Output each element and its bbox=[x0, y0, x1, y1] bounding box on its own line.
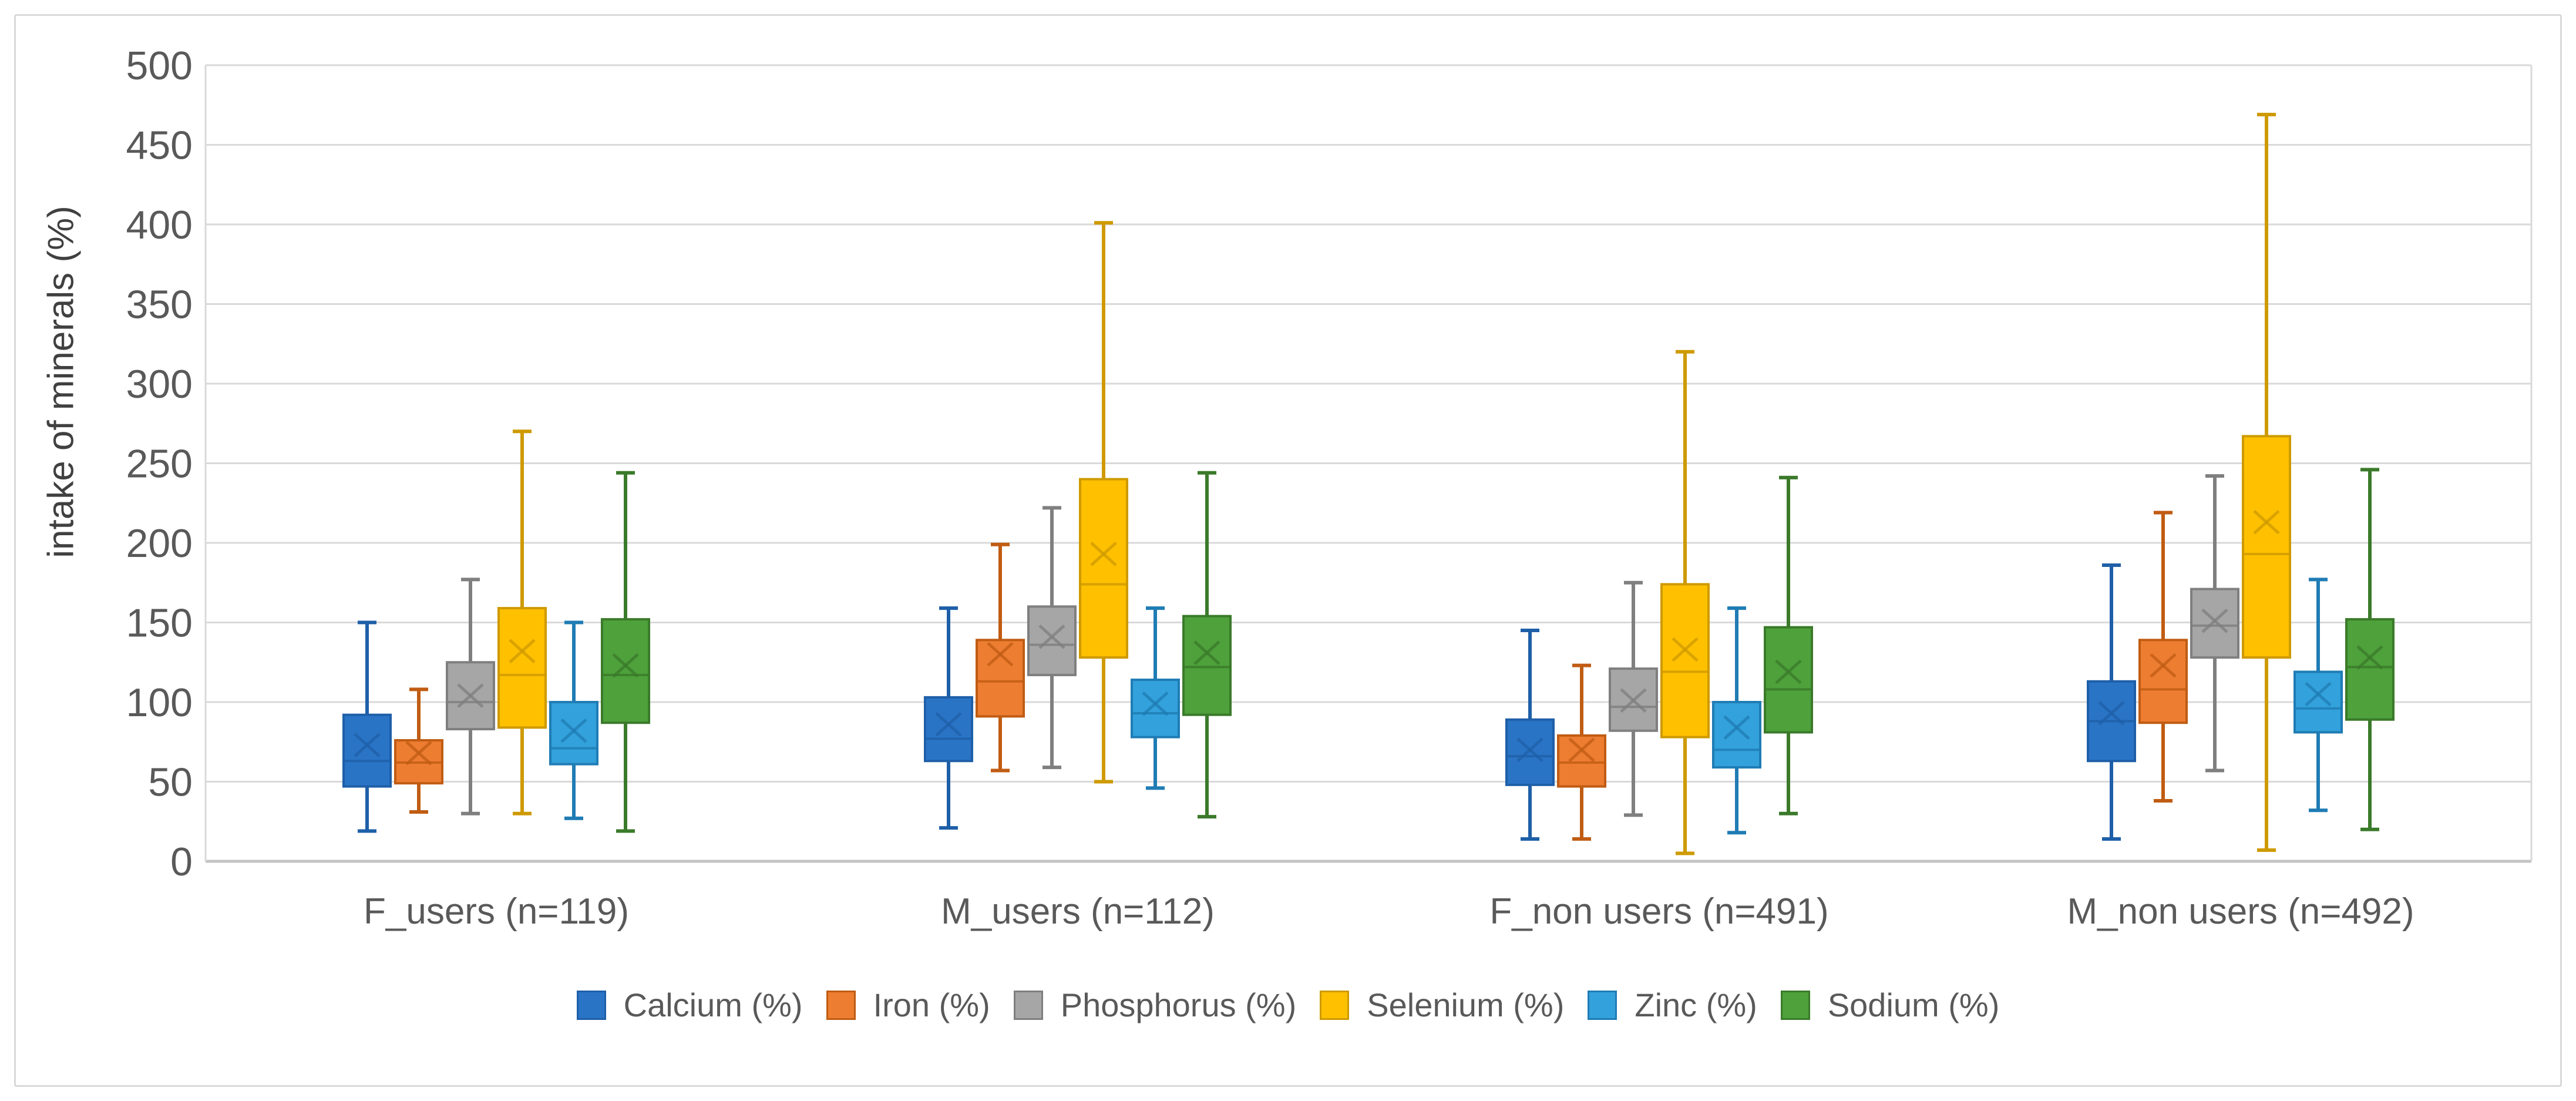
x-category-label: F_users (n=119) bbox=[364, 891, 629, 932]
box-calcium-3 bbox=[1505, 718, 1555, 786]
legend-item-iron: Iron (%) bbox=[826, 986, 990, 1024]
legend-label: Calcium (%) bbox=[623, 986, 803, 1023]
x-category-label: F_non users (n=491) bbox=[1489, 891, 1828, 932]
box-phosphorus-3-mean-marker bbox=[1620, 688, 1647, 713]
box-zinc-3-mean-marker bbox=[1723, 715, 1750, 740]
box-zinc-2 bbox=[1131, 679, 1180, 739]
legend-label: Phosphorus (%) bbox=[1060, 986, 1297, 1023]
box-sodium-1-mean-marker bbox=[612, 653, 639, 678]
box-sodium-1 bbox=[601, 618, 650, 724]
box-phosphorus-2 bbox=[1027, 605, 1077, 676]
legend-label: Selenium (%) bbox=[1367, 986, 1565, 1023]
y-tick-label: 300 bbox=[126, 362, 193, 407]
box-selenium-1 bbox=[497, 607, 547, 729]
legend-item-zinc: Zinc (%) bbox=[1588, 986, 1757, 1024]
box-phosphorus-4 bbox=[2190, 588, 2239, 659]
box-selenium-3 bbox=[1660, 583, 1710, 739]
box-phosphorus-4-mean-marker bbox=[2201, 608, 2228, 633]
y-tick-label: 0 bbox=[170, 840, 193, 884]
figure-border bbox=[14, 14, 2562, 1087]
legend-swatch-icon bbox=[1588, 990, 1617, 1020]
box-calcium-1 bbox=[342, 713, 392, 788]
box-zinc-1-mean-marker bbox=[560, 718, 587, 743]
box-phosphorus-2-mean-marker bbox=[1038, 625, 1065, 649]
box-iron-1-mean-marker bbox=[405, 740, 432, 766]
legend-item-calcium: Calcium (%) bbox=[576, 986, 803, 1024]
y-tick-label: 400 bbox=[126, 203, 193, 247]
y-axis-title: intake of minerals (%) bbox=[41, 206, 82, 558]
x-category-label: M_users (n=112) bbox=[941, 891, 1215, 932]
legend-label: Zinc (%) bbox=[1635, 986, 1757, 1023]
legend-item-sodium: Sodium (%) bbox=[1780, 986, 2000, 1024]
box-calcium-3-mean-marker bbox=[1516, 737, 1543, 763]
box-calcium-1-mean-marker bbox=[354, 733, 381, 758]
box-sodium-4 bbox=[2345, 618, 2395, 721]
box-zinc-1 bbox=[549, 701, 598, 766]
legend-swatch-icon bbox=[576, 990, 606, 1020]
y-tick-label: 350 bbox=[126, 283, 193, 327]
y-tick-label: 200 bbox=[126, 521, 193, 566]
box-calcium-2 bbox=[924, 696, 973, 763]
box-iron-2-mean-marker bbox=[987, 642, 1014, 667]
legend-swatch-icon bbox=[1780, 990, 1810, 1020]
box-sodium-2 bbox=[1182, 615, 1232, 716]
box-selenium-4 bbox=[2242, 435, 2291, 659]
box-zinc-4 bbox=[2293, 670, 2343, 734]
box-sodium-2-mean-marker bbox=[1193, 640, 1220, 665]
y-tick-label: 500 bbox=[126, 43, 193, 88]
box-selenium-1-mean-marker bbox=[509, 639, 536, 664]
box-iron-3 bbox=[1557, 734, 1606, 788]
y-tick-label: 250 bbox=[126, 442, 193, 486]
box-sodium-4-mean-marker bbox=[2356, 645, 2383, 670]
box-phosphorus-1-mean-marker bbox=[457, 683, 484, 709]
box-zinc-4-mean-marker bbox=[2305, 682, 2332, 707]
box-sodium-3-mean-marker bbox=[1775, 659, 1802, 684]
legend-item-selenium: Selenium (%) bbox=[1320, 986, 1564, 1024]
box-iron-3-mean-marker bbox=[1568, 737, 1595, 763]
box-iron-4 bbox=[2138, 639, 2188, 724]
box-sodium-3 bbox=[1764, 626, 1813, 734]
y-tick-label: 450 bbox=[126, 123, 193, 168]
chart-legend: Calcium (%) Iron (%) Phosphorus (%) Seleniu… bbox=[0, 986, 2576, 1024]
box-selenium-3-mean-marker bbox=[1672, 637, 1699, 662]
legend-item-phosphorus: Phosphorus (%) bbox=[1013, 986, 1297, 1024]
box-calcium-4-mean-marker bbox=[2098, 701, 2125, 726]
x-category-label: M_non users (n=492) bbox=[2067, 891, 2414, 932]
y-tick-label: 50 bbox=[148, 760, 193, 805]
legend-swatch-icon bbox=[1013, 990, 1043, 1020]
box-iron-4-mean-marker bbox=[2150, 653, 2177, 678]
legend-label: Iron (%) bbox=[873, 986, 990, 1023]
box-calcium-2-mean-marker bbox=[935, 712, 962, 737]
y-tick-label: 150 bbox=[126, 601, 193, 646]
box-zinc-2-mean-marker bbox=[1142, 691, 1169, 716]
box-selenium-2 bbox=[1079, 478, 1128, 659]
legend-label: Sodium (%) bbox=[1827, 986, 2000, 1023]
legend-swatch-icon bbox=[826, 990, 856, 1020]
box-iron-2 bbox=[976, 639, 1025, 718]
y-tick-label: 100 bbox=[126, 680, 193, 725]
box-zinc-3 bbox=[1712, 701, 1761, 769]
legend-swatch-icon bbox=[1320, 990, 1350, 1020]
box-selenium-4-mean-marker bbox=[2253, 509, 2280, 535]
box-selenium-2-mean-marker bbox=[1090, 542, 1117, 566]
